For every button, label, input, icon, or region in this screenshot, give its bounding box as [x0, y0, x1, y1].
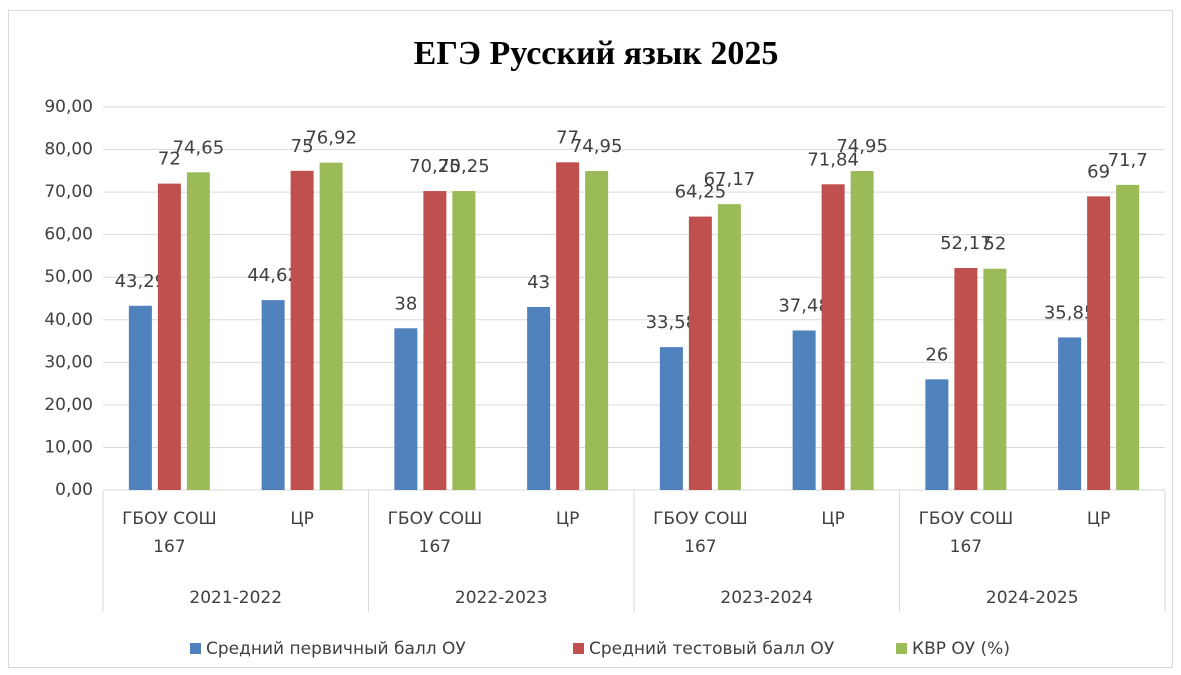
- x-tick-label-box: ЦР: [555, 509, 580, 529]
- data-label: 38: [394, 293, 417, 314]
- x-tick-label: ЦР: [821, 509, 845, 529]
- x-tick-label-box: ГБОУ СОШ 167: [918, 509, 1014, 557]
- data-label: 76,92: [305, 128, 357, 149]
- data-label: 71,84: [807, 149, 859, 170]
- bar: [319, 162, 343, 491]
- x-tick-label: ГБОУ СОШ 167: [918, 509, 1014, 557]
- data-label: 67,17: [704, 169, 756, 190]
- x-tick-label: ЦР: [555, 509, 580, 529]
- data-label: 70,25: [438, 156, 490, 177]
- y-tick-label: 50,00: [44, 267, 93, 287]
- data-label: 37,48: [778, 296, 830, 317]
- data-label: 43: [527, 272, 550, 293]
- y-tick-label: 70,00: [44, 182, 93, 202]
- x-tick-label-box: ГБОУ СОШ 167: [122, 509, 217, 557]
- data-label: 26: [925, 344, 948, 365]
- bar: [1087, 196, 1111, 490]
- data-label: 72: [158, 149, 181, 170]
- x-tick-label-box: ГБОУ СОШ 167: [653, 509, 748, 557]
- x-tick-label-box: ЦР: [1086, 509, 1111, 529]
- y-tick-label: 30,00: [44, 352, 93, 372]
- bar: [585, 171, 609, 490]
- data-label: 74,95: [571, 136, 623, 157]
- data-label: 71,7: [1108, 150, 1148, 171]
- bar: [1116, 184, 1140, 491]
- x-tick-label: ГБОУ СОШ 167: [653, 509, 748, 557]
- bar: [128, 305, 152, 490]
- x-tick-label-box: ЦР: [290, 509, 314, 529]
- data-label: 33,58: [646, 312, 698, 333]
- data-label: 75: [291, 136, 314, 157]
- bar: [394, 328, 418, 490]
- chart-title: ЕГЭ Русский язык 2025: [414, 35, 779, 72]
- bar: [925, 379, 949, 490]
- bar: [659, 347, 683, 490]
- x-tick-label-box: ЦР: [821, 509, 845, 529]
- bar: [261, 300, 285, 490]
- data-label: 74,65: [173, 137, 225, 158]
- data-label: 35,85: [1044, 302, 1096, 323]
- data-label: 74,95: [836, 136, 888, 157]
- x-tick-label-box: ГБОУ СОШ 167: [387, 509, 483, 557]
- data-label: 52,17: [940, 233, 992, 254]
- data-label: 52: [983, 234, 1006, 255]
- legend-label: КВР ОУ (%): [912, 639, 1010, 659]
- bar: [717, 204, 741, 490]
- data-label: 70,25: [409, 156, 461, 177]
- data-label: 64,25: [675, 182, 727, 203]
- bar: [954, 267, 978, 490]
- y-tick-label: 90,00: [44, 97, 93, 117]
- legend-label: Средний тестовый балл ОУ: [589, 639, 835, 659]
- x-tick-label: ЦР: [290, 509, 314, 529]
- x-tick-label: ГБОУ СОШ 167: [122, 509, 217, 557]
- bar: [186, 172, 210, 490]
- y-tick-label: 20,00: [44, 395, 93, 415]
- legend-label: Средний первичный балл ОУ: [206, 639, 466, 659]
- data-label: 69: [1087, 161, 1110, 182]
- x-tick-label: ГБОУ СОШ 167: [387, 509, 483, 557]
- bar: [423, 191, 447, 490]
- bar: [821, 184, 845, 490]
- y-tick-label: 40,00: [44, 310, 93, 330]
- bar: [157, 183, 181, 490]
- group-label: 2023-2024: [720, 588, 813, 608]
- bar: [983, 268, 1007, 490]
- bar: [452, 191, 476, 490]
- x-tick-label: ЦР: [1086, 509, 1111, 529]
- legend-swatch: [573, 643, 584, 654]
- data-label: 43,29: [115, 271, 167, 292]
- y-tick-label: 80,00: [44, 140, 93, 160]
- bar: [1058, 337, 1082, 490]
- group-label: 2021-2022: [189, 588, 282, 608]
- y-tick-label: 0,00: [55, 480, 93, 500]
- legend-swatch: [190, 643, 201, 654]
- bar: [688, 216, 712, 490]
- y-tick-label: 10,00: [44, 437, 93, 457]
- group-label: 2024-2025: [986, 588, 1079, 608]
- data-label: 44,62: [247, 265, 299, 286]
- bar: [556, 162, 580, 491]
- group-label: 2022-2023: [455, 588, 548, 608]
- bar: [527, 307, 551, 490]
- bar: [290, 170, 314, 491]
- bar: [850, 171, 874, 490]
- bar: [792, 330, 816, 490]
- legend-swatch: [896, 643, 907, 654]
- data-label: 77: [556, 127, 579, 148]
- y-tick-label: 60,00: [44, 225, 93, 245]
